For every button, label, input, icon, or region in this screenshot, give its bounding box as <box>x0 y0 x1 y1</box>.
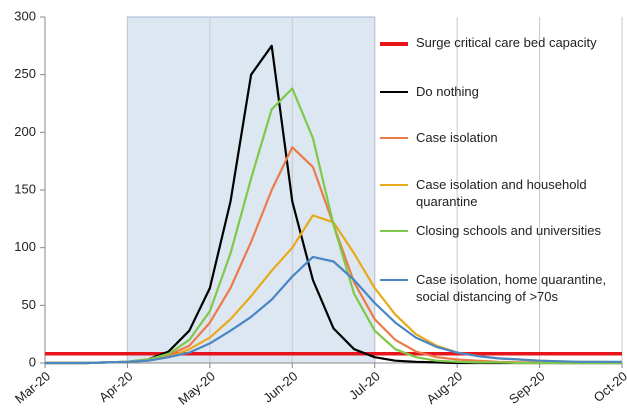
legend-item: Surge critical care bed capacity <box>380 34 620 51</box>
y-tick-label: 0 <box>29 354 36 369</box>
legend-label: Surge critical care bed capacity <box>416 35 597 50</box>
legend-swatch <box>380 91 408 93</box>
x-tick-label: Sep-20 <box>506 368 548 406</box>
legend-label: Case isolation and household quarantine <box>416 177 587 209</box>
series-line <box>45 255 622 365</box>
legend-label: Closing schools and universities <box>416 223 601 238</box>
x-tick-label: Jun-20 <box>260 368 300 405</box>
y-tick-label: 100 <box>14 239 36 254</box>
x-tick-label: Oct-20 <box>591 368 627 405</box>
legend-swatch <box>380 279 408 281</box>
legend-item: Case isolation <box>380 129 620 146</box>
legend-label: Case isolation, home quarantine, social … <box>416 272 607 304</box>
legend-item: Do nothing <box>380 83 620 100</box>
y-tick-label: 50 <box>22 297 36 312</box>
x-tick-label: Aug-20 <box>424 368 466 406</box>
legend-label: Case isolation <box>416 130 498 145</box>
legend-item: Closing schools and universities <box>380 222 620 239</box>
x-tick-label: Apr-20 <box>96 368 136 405</box>
legend-item: Case isolation and household quarantine <box>380 176 620 210</box>
legend-label: Do nothing <box>416 84 479 99</box>
x-tick-label: May-20 <box>175 368 218 407</box>
legend-swatch <box>380 42 408 46</box>
x-tick-label: Mar-20 <box>12 368 53 406</box>
legend-swatch <box>380 230 408 232</box>
y-tick-label: 150 <box>14 181 36 196</box>
y-tick-label: 300 <box>14 8 36 23</box>
legend-swatch <box>380 137 408 139</box>
legend-swatch <box>380 184 408 186</box>
x-tick-label: Jul-20 <box>346 368 383 402</box>
y-tick-label: 250 <box>14 66 36 81</box>
shaded-region <box>126 16 376 364</box>
y-tick-label: 200 <box>14 124 36 139</box>
legend-item: Case isolation, home quarantine, social … <box>380 271 620 305</box>
